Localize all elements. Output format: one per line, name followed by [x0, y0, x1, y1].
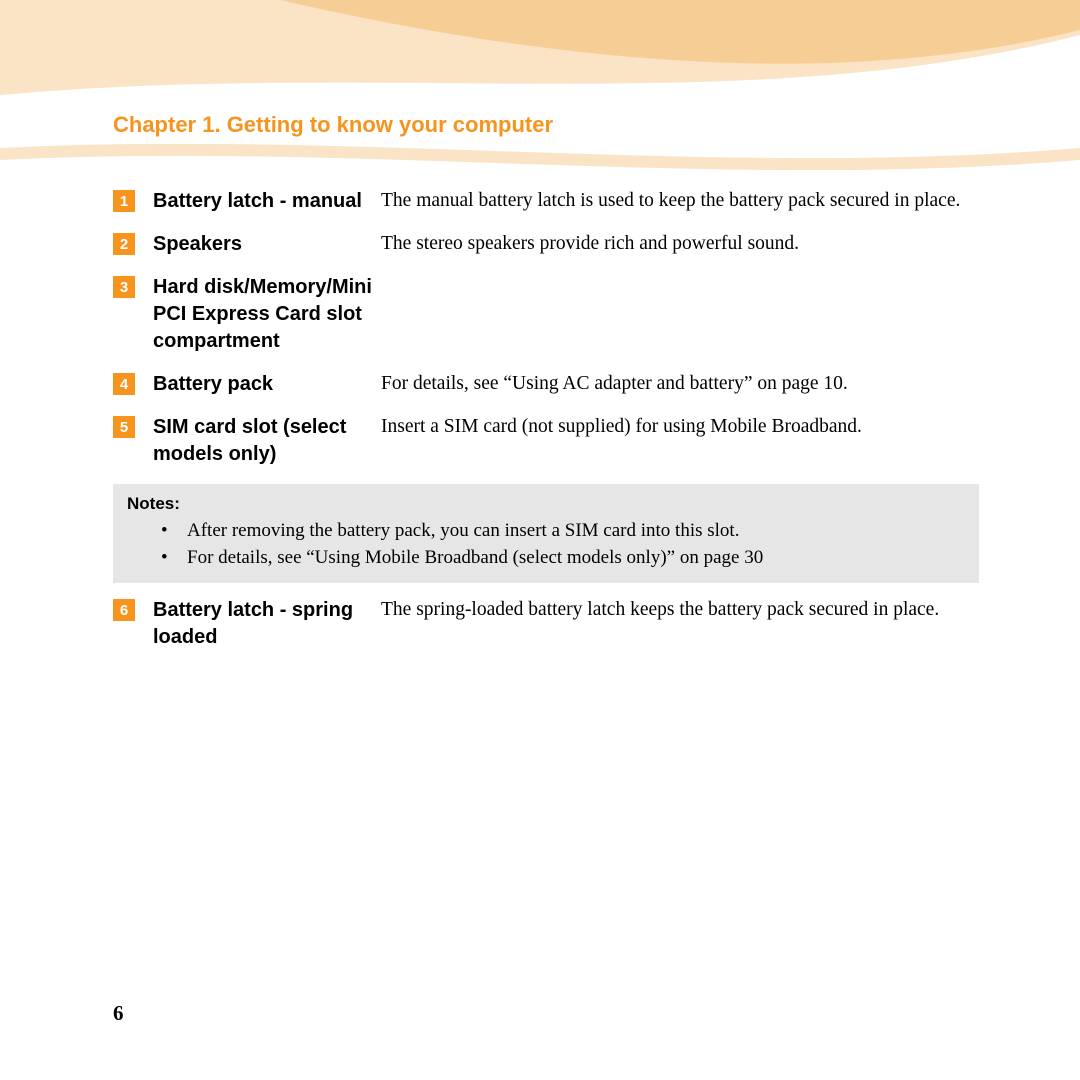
notes-list: After removing the battery pack, you can… — [127, 518, 965, 571]
num-badge-6: 6 — [113, 599, 135, 621]
notes-heading: Notes: — [127, 494, 965, 514]
num-badge-5: 5 — [113, 416, 135, 438]
notes-bullet: After removing the battery pack, you can… — [127, 518, 965, 545]
term-battery-latch-spring: Battery latch - spring loaded — [153, 597, 381, 651]
term-sim-card-slot: SIM card slot (select models only) — [153, 414, 381, 468]
item-row: 1 Battery latch - manual The manual batt… — [113, 188, 981, 215]
desc-text: The manual battery latch is used to keep… — [381, 188, 981, 214]
notes-box: Notes: After removing the battery pack, … — [113, 484, 979, 583]
desc-text: The stereo speakers provide rich and pow… — [381, 231, 981, 257]
chapter-title: Chapter 1. Getting to know your computer — [113, 112, 553, 138]
num-badge-3: 3 — [113, 276, 135, 298]
item-row: 4 Battery pack For details, see “Using A… — [113, 371, 981, 398]
num-badge-4: 4 — [113, 373, 135, 395]
desc-text: The spring-loaded battery latch keeps th… — [381, 597, 981, 623]
header-swoosh — [0, 0, 1080, 180]
term-speakers: Speakers — [153, 231, 381, 258]
item-row: 3 Hard disk/Memory/Mini PCI Express Card… — [113, 274, 981, 355]
desc-text: Insert a SIM card (not supplied) for usi… — [381, 414, 981, 440]
notes-bullet: For details, see “Using Mobile Broadband… — [127, 545, 965, 572]
item-row: 2 Speakers The stereo speakers provide r… — [113, 231, 981, 258]
term-battery-latch-manual: Battery latch - manual — [153, 188, 381, 215]
term-hard-disk-compartment: Hard disk/Memory/Mini PCI Express Card s… — [153, 274, 381, 355]
num-badge-2: 2 — [113, 233, 135, 255]
num-badge-1: 1 — [113, 190, 135, 212]
content-area: 1 Battery latch - manual The manual batt… — [113, 188, 981, 667]
desc-text: For details, see “Using AC adapter and b… — [381, 371, 981, 397]
item-row: 6 Battery latch - spring loaded The spri… — [113, 597, 981, 651]
item-row: 5 SIM card slot (select models only) Ins… — [113, 414, 981, 468]
term-battery-pack: Battery pack — [153, 371, 381, 398]
page-number: 6 — [113, 1001, 124, 1026]
